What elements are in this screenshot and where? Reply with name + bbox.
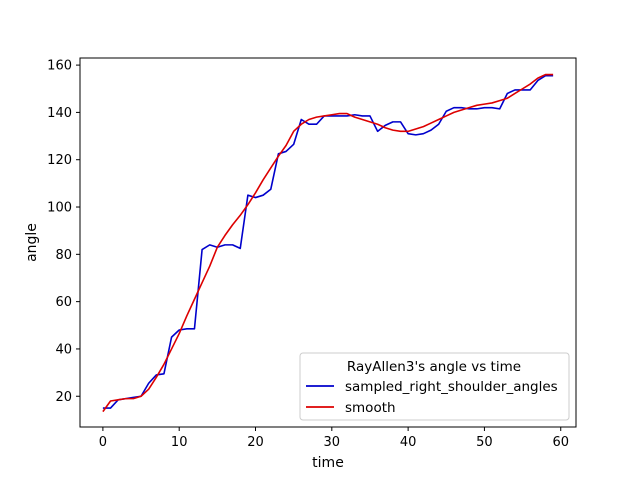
legend-label-smooth: smooth: [345, 400, 396, 416]
x-tick-label: 0: [99, 435, 107, 450]
y-tick-label: 20: [55, 390, 72, 405]
x-tick-label: 60: [552, 435, 569, 450]
y-tick-label: 40: [55, 342, 72, 357]
y-axis: 20 40 60 80 100 120 140 160: [47, 59, 80, 405]
x-tick-label: 30: [324, 435, 341, 450]
legend-title: RayAllen3's angle vs time: [347, 359, 521, 375]
y-tick-label: 140: [47, 106, 72, 121]
y-tick-label: 120: [47, 153, 72, 168]
y-tick-label: 160: [47, 59, 72, 74]
x-tick-label: 20: [247, 435, 264, 450]
legend-label-sampled: sampled_right_shoulder_angles: [345, 379, 558, 395]
x-tick-label: 40: [400, 435, 417, 450]
x-axis: 0 10 20 30 40 50 60: [99, 427, 569, 450]
x-tick-label: 10: [171, 435, 188, 450]
series-layer: [102, 73, 554, 413]
series-line-smooth: [102, 73, 554, 413]
y-axis-label: angle: [24, 223, 40, 262]
y-tick-label: 80: [55, 248, 72, 263]
y-tick-label: 60: [55, 295, 72, 310]
legend: RayAllen3's angle vs time sampled_right_…: [299, 352, 570, 421]
plot-frame: [79, 57, 577, 428]
legend-box: [299, 352, 570, 421]
x-axis-label: time: [312, 455, 344, 471]
x-tick-label: 50: [476, 435, 493, 450]
y-tick-label: 100: [47, 201, 72, 216]
